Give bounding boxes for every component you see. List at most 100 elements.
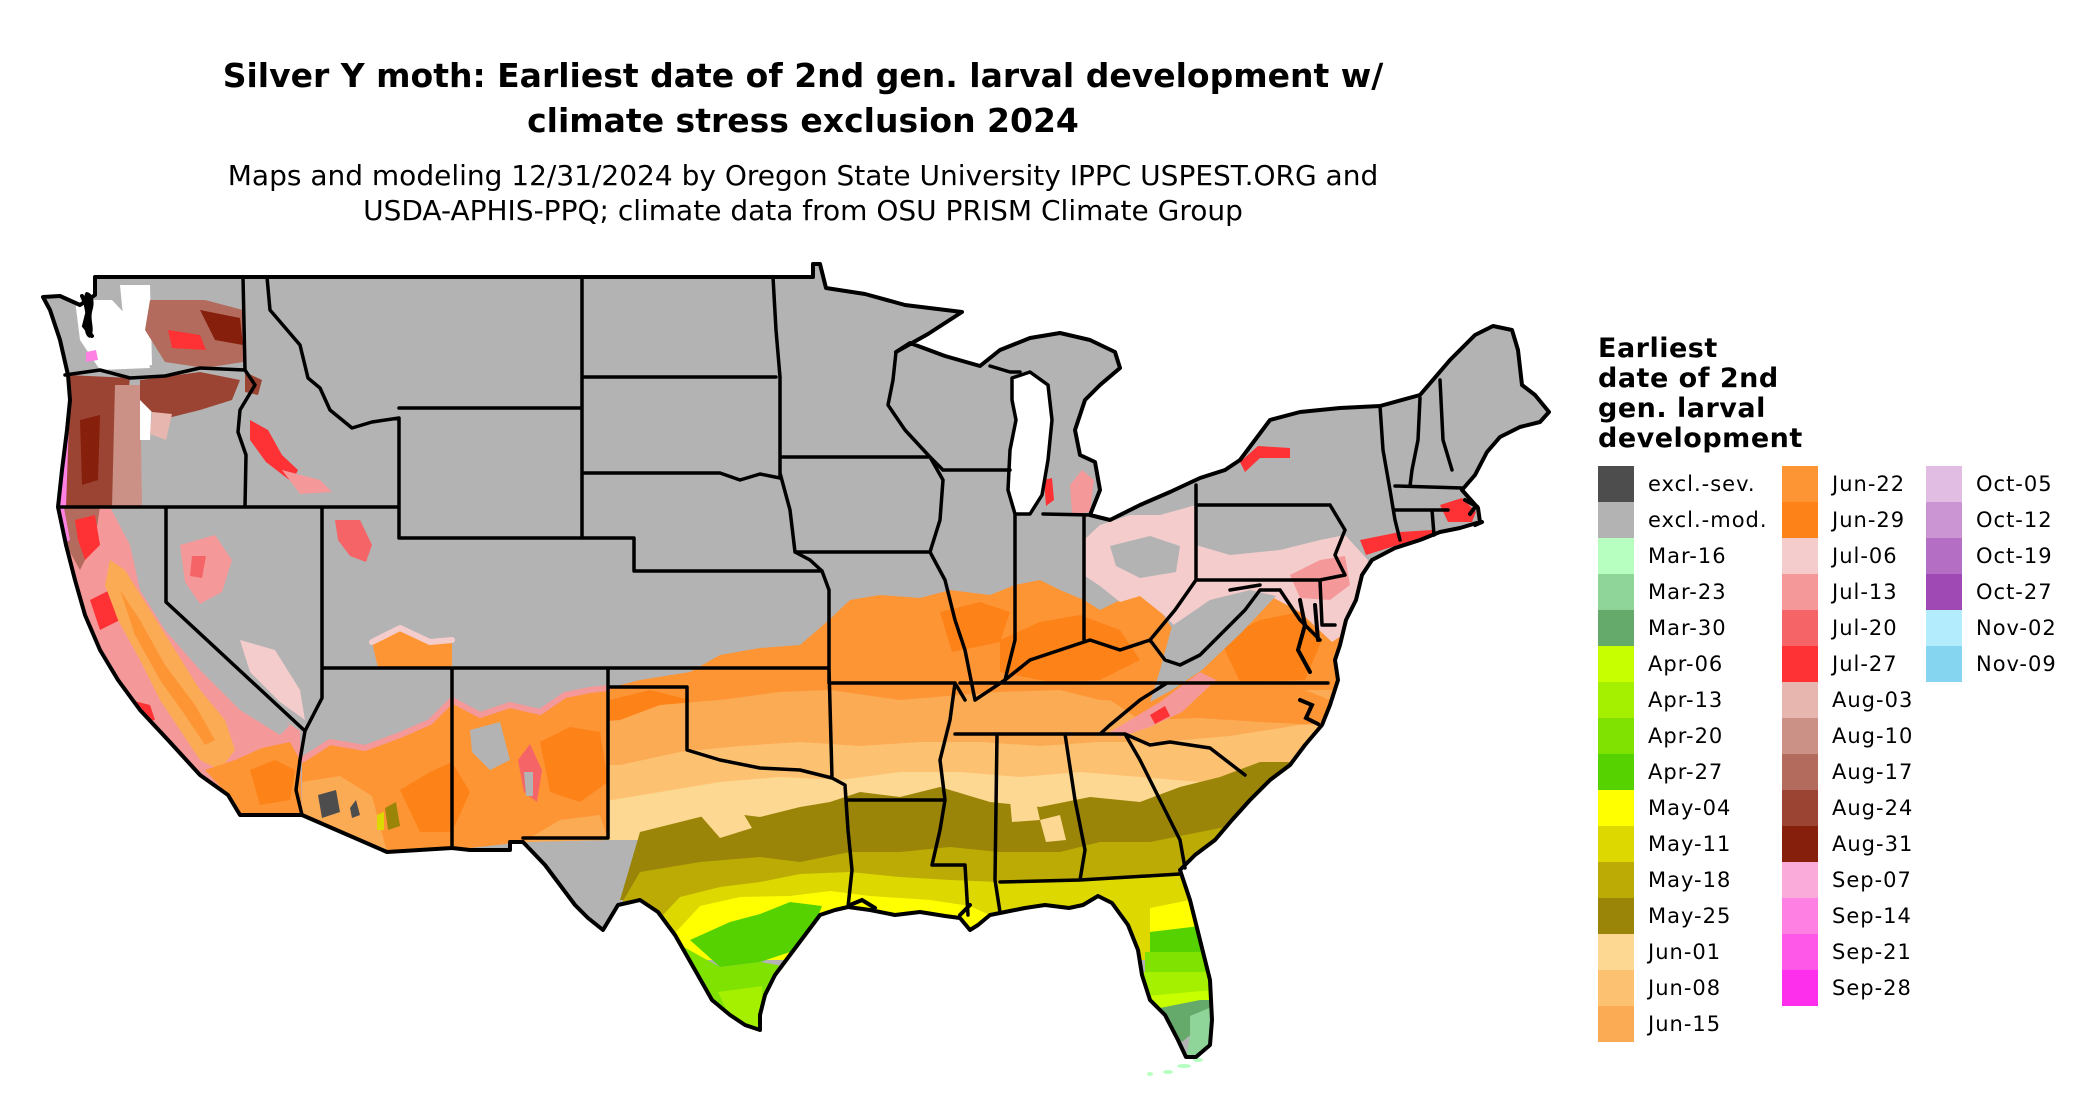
legend-swatch <box>1598 862 1634 898</box>
legend-item: Aug-24 <box>1782 790 1952 826</box>
legend-swatch <box>1598 934 1634 970</box>
zone-excl-mod <box>110 507 290 735</box>
zone-aug-31 <box>200 310 243 345</box>
map-title-line-1: Silver Y moth: Earliest date of 2nd gen.… <box>222 56 1384 95</box>
legend-label: Mar-30 <box>1648 616 1727 640</box>
legend-label: Aug-31 <box>1832 832 1914 856</box>
legend-item: Jul-27 <box>1782 646 1952 682</box>
legend-label: Sep-07 <box>1832 868 1912 892</box>
zone-jun-01 <box>700 808 752 838</box>
legend-swatch <box>1926 502 1962 538</box>
legend-swatch <box>1598 538 1634 574</box>
legend-item: Jun-15 <box>1598 1006 1768 1042</box>
legend-swatch <box>1782 574 1818 610</box>
zone-jul-27 <box>75 515 100 560</box>
map-subtitle-line-1: Maps and modeling 12/31/2024 by Oregon S… <box>227 159 1379 192</box>
legend-label: Jun-01 <box>1648 940 1722 964</box>
legend-label: Oct-05 <box>1976 472 2053 496</box>
legend-swatch <box>1598 574 1634 610</box>
legend-label: Jun-22 <box>1832 472 1906 496</box>
zone-jun-22 <box>120 590 215 745</box>
zone-jun-01 <box>1040 815 1066 842</box>
zone-jul-13 <box>1070 470 1094 514</box>
zone-sep-14 <box>86 350 98 362</box>
key-island <box>1193 1058 1203 1062</box>
legend-swatch <box>1782 970 1818 1006</box>
legend-item: Jun-22 <box>1782 466 1952 502</box>
legend-item: excl.-mod. <box>1598 502 1768 538</box>
zone-excl-mod <box>470 722 510 770</box>
legend-label: Jun-08 <box>1648 976 1722 1000</box>
legend-item: Apr-06 <box>1598 646 1768 682</box>
legend-swatch <box>1782 718 1818 754</box>
map-title-line-2: climate stress exclusion 2024 <box>527 101 1079 140</box>
legend-item: Apr-27 <box>1598 754 1768 790</box>
zone-jun-29 <box>1220 612 1322 682</box>
zone-jul-27 <box>1240 446 1290 472</box>
legend-swatch <box>1598 826 1634 862</box>
legend-item: Apr-13 <box>1598 682 1768 718</box>
legend-label: Oct-12 <box>1976 508 2053 532</box>
legend-item: Jul-20 <box>1782 610 1952 646</box>
legend-label: Nov-02 <box>1976 616 2057 640</box>
legend-label: Sep-28 <box>1832 976 1912 1000</box>
florida-keys <box>1147 1058 1203 1076</box>
legend-label: Sep-21 <box>1832 940 1912 964</box>
legend-item: Aug-17 <box>1782 754 1952 790</box>
zone-jul-27 <box>250 420 298 482</box>
legend-swatch <box>1782 646 1818 682</box>
zone-jul-13 <box>180 535 232 604</box>
legend-item: Oct-27 <box>1926 574 2096 610</box>
legend-swatch <box>1598 790 1634 826</box>
zone-fringe-jul-06 <box>369 625 455 645</box>
legend-swatch <box>1598 898 1634 934</box>
legend-swatch <box>1782 502 1818 538</box>
zone-apr-27 <box>690 902 822 967</box>
legend-swatch <box>1598 970 1634 1006</box>
legend-label: Jul-27 <box>1832 652 1898 676</box>
zone-may-25 <box>385 802 400 830</box>
legend-title-line: date of 2nd <box>1598 363 1779 394</box>
legend-item: Oct-05 <box>1926 466 2096 502</box>
legend-swatch <box>1598 646 1634 682</box>
legend-label: Oct-19 <box>1976 544 2053 568</box>
zone-may-11 <box>377 812 384 830</box>
zone-excl-mod <box>1150 590 1276 702</box>
legend-swatch <box>1782 538 1818 574</box>
zone-excl-sev <box>350 800 360 818</box>
legend-swatch <box>1782 466 1818 502</box>
zone-excl-mod <box>1196 505 1335 546</box>
zone-aug-31 <box>80 415 100 485</box>
legend-title-line: gen. larval <box>1598 393 1766 424</box>
legend-item: May-11 <box>1598 826 1768 862</box>
legend-item: Jun-08 <box>1598 970 1768 1006</box>
zone-excl-sev <box>318 790 340 818</box>
legend-swatch <box>1782 754 1818 790</box>
zone-fringe-jul-13 <box>299 685 611 763</box>
legend-swatch <box>1782 934 1818 970</box>
legend-swatch <box>1926 466 1962 502</box>
legend-label: Mar-23 <box>1648 580 1727 604</box>
legend-swatch <box>1598 718 1634 754</box>
legend-label: Aug-10 <box>1832 724 1914 748</box>
zone-aug-03 <box>150 412 172 440</box>
legend-swatch <box>1598 610 1634 646</box>
legend-label: excl.-sev. <box>1648 472 1756 496</box>
state-borders <box>56 275 1464 917</box>
key-island <box>1163 1070 1173 1074</box>
legend-label: Aug-24 <box>1832 796 1914 820</box>
legend-label: Apr-13 <box>1648 688 1724 712</box>
zone-excl-mod <box>1110 536 1180 578</box>
legend-item: Apr-20 <box>1598 718 1768 754</box>
legend-item: May-04 <box>1598 790 1768 826</box>
zone-excl-mod <box>524 772 533 796</box>
legend-label: excl.-mod. <box>1648 508 1768 532</box>
key-island <box>1147 1072 1153 1076</box>
legend-item: Mar-16 <box>1598 538 1768 574</box>
legend-swatch <box>1782 682 1818 718</box>
legend-swatch <box>1782 862 1818 898</box>
legend-item: Sep-07 <box>1782 862 1952 898</box>
key-island <box>1177 1064 1191 1068</box>
legend-label: May-18 <box>1648 868 1732 892</box>
zone-apr-20 <box>1145 952 1214 976</box>
